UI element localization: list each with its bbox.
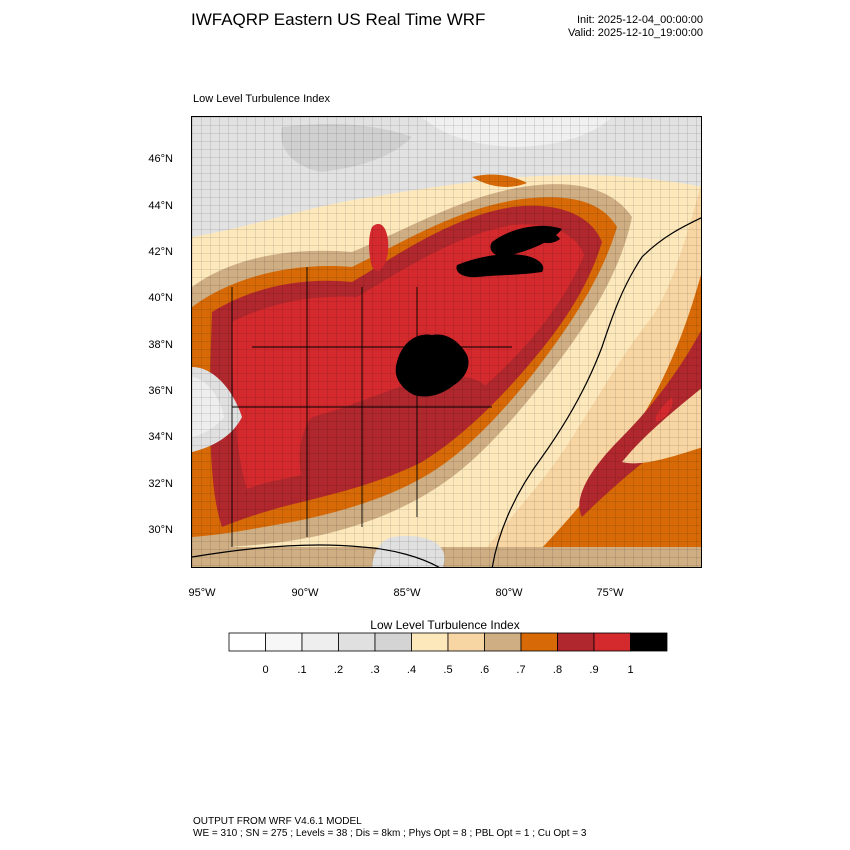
lon-label: 95°W xyxy=(188,587,216,599)
lat-label: 32°N xyxy=(148,478,173,490)
colorbar-tick-label: .1 xyxy=(297,664,307,676)
colorbar-box xyxy=(411,632,449,652)
colorbar-tick-label: 0 xyxy=(262,664,269,676)
lon-label: 80°W xyxy=(495,587,523,599)
valid-time: Valid: 2025-12-10_19:00:00 xyxy=(568,27,703,39)
colorbar-box xyxy=(630,632,668,652)
plot-title: IWFAQRP Eastern US Real Time WRF xyxy=(191,10,486,29)
colorbar-tick-label: 1 xyxy=(627,664,634,676)
lat-label: 42°N xyxy=(148,246,173,258)
colorbar-box xyxy=(447,632,485,652)
colorbar-box xyxy=(557,632,595,652)
colorbar-title: Low Level Turbulence Index xyxy=(370,618,520,632)
colorbar-tick-label: .3 xyxy=(370,664,380,676)
colorbar-box xyxy=(228,632,266,652)
colorbar-box xyxy=(593,632,631,652)
colorbar-tick-label: .9 xyxy=(589,664,599,676)
field-subtitle: Low Level Turbulence Index xyxy=(193,93,330,105)
turbulence-map xyxy=(192,117,701,567)
model-config: WE = 310 ; SN = 275 ; Levels = 38 ; Dis … xyxy=(193,828,587,839)
colorbar-box xyxy=(374,632,412,652)
colorbar-tick-label: .8 xyxy=(552,664,563,676)
lon-label: 85°W xyxy=(393,587,421,599)
colorbar-tick-label: .4 xyxy=(406,664,417,676)
colorbar-tick-label: .5 xyxy=(443,664,453,676)
colorbar xyxy=(228,632,668,652)
model-info: OUTPUT FROM WRF V4.6.1 MODEL xyxy=(193,816,362,827)
lon-label: 75°W xyxy=(596,587,624,599)
colorbar-tick-label: .2 xyxy=(333,664,344,676)
lon-label: 90°W xyxy=(291,587,319,599)
colorbar-box xyxy=(484,632,522,652)
lat-label: 34°N xyxy=(148,431,173,443)
lat-label: 38°N xyxy=(148,339,173,351)
colorbar-box xyxy=(338,632,376,652)
colorbar-tick-label: .6 xyxy=(479,664,490,676)
colorbar-tick-label: .7 xyxy=(516,664,526,676)
lat-label: 46°N xyxy=(148,153,173,165)
lat-label: 44°N xyxy=(148,200,173,212)
colorbar-box xyxy=(520,632,558,652)
lat-label: 30°N xyxy=(148,524,173,536)
colorbar-box xyxy=(301,632,339,652)
lat-label: 36°N xyxy=(148,385,173,397)
map-panel xyxy=(191,116,702,568)
lat-label: 40°N xyxy=(148,292,173,304)
init-time: Init: 2025-12-04_00:00:00 xyxy=(577,14,703,26)
colorbar-box xyxy=(265,632,303,652)
